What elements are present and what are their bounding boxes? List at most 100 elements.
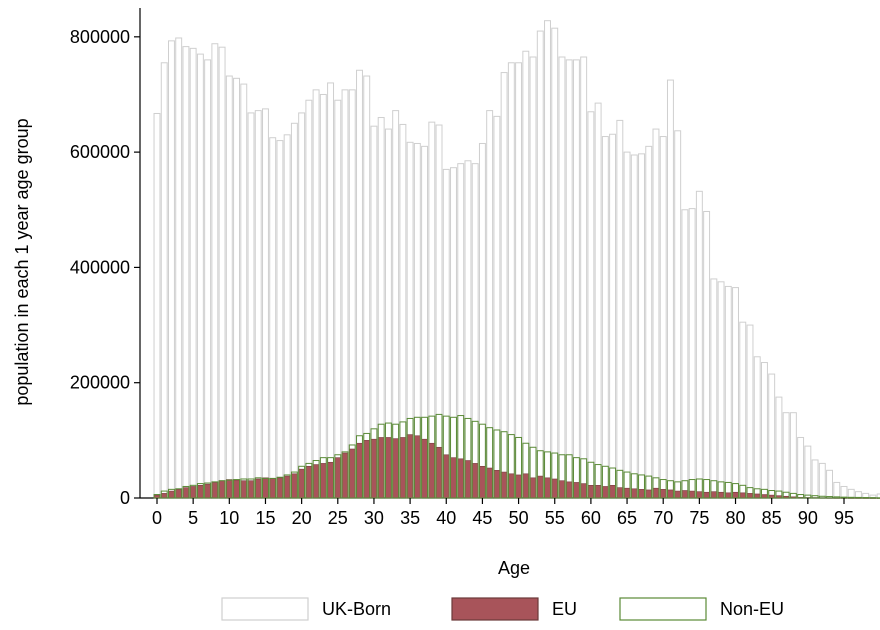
bar-eu-age-28: [356, 442, 363, 499]
bar-uk-born-age-16: [269, 137, 277, 499]
bar-uk-born-age-50: [515, 62, 523, 499]
x-tick-label-17: 85: [762, 508, 782, 528]
bar-uk-born-age-53: [536, 30, 544, 499]
bar-eu-age-50: [515, 474, 522, 499]
y-tick-label-0: 0: [120, 488, 130, 508]
legend-label-uk-born: UK-Born: [322, 599, 391, 619]
bar-non-eu-age-74: [688, 479, 696, 499]
bar-uk-born-age-77: [710, 278, 718, 499]
bar-non-eu-age-4: [182, 485, 190, 499]
bar-eu-age-61: [594, 485, 602, 499]
bar-non-eu-age-21: [305, 462, 313, 499]
bar-non-eu-age-86: [775, 490, 783, 499]
bar-non-eu-age-77: [710, 480, 718, 499]
bar-non-eu-age-69: [652, 477, 660, 499]
bar-eu-age-40: [442, 454, 450, 499]
bar-uk-born-age-60: [587, 111, 595, 499]
bar-eu-age-13: [247, 480, 255, 499]
bar-uk-born-age-89: [797, 436, 805, 499]
bar-non-eu-age-62: [601, 465, 609, 499]
bar-uk-born-age-51: [522, 50, 530, 499]
bar-uk-born-age-83: [753, 356, 761, 499]
bar-non-eu-age-1: [160, 490, 168, 499]
bar-non-eu-age-58: [572, 457, 580, 499]
bar-non-eu-age-14: [254, 477, 262, 499]
bar-non-eu-age-23: [319, 457, 327, 499]
bar-uk-born-age-84: [760, 362, 768, 499]
bar-eu-age-22: [312, 464, 320, 499]
bar-non-eu-age-46: [486, 427, 494, 499]
uk-born-series: [153, 20, 880, 499]
bar-eu-age-39: [435, 446, 443, 499]
bar-eu-age-49: [508, 473, 515, 499]
bar-non-eu-age-83: [753, 488, 761, 499]
bar-uk-born-age-1: [160, 62, 168, 499]
bar-eu-age-51: [522, 473, 530, 499]
bar-eu-age-64: [616, 487, 624, 499]
bar-non-eu-age-22: [312, 460, 320, 499]
bar-non-eu-age-92: [818, 495, 826, 499]
bar-non-eu-age-31: [377, 423, 385, 499]
bar-uk-born-age-26: [341, 89, 349, 499]
non-eu-series: [153, 413, 880, 499]
x-tick-label-5: 25: [328, 508, 348, 528]
bar-non-eu-age-98: [862, 497, 870, 499]
bar-uk-born-age-65: [623, 151, 631, 499]
bar-non-eu-age-94: [833, 496, 841, 499]
bar-uk-born-age-47: [493, 115, 501, 499]
bar-non-eu-age-13: [247, 478, 255, 499]
bar-non-eu-age-12: [240, 478, 248, 499]
bar-eu-age-19: [291, 473, 298, 499]
bar-non-eu-age-64: [616, 469, 624, 499]
bar-eu-age-68: [645, 489, 653, 499]
bar-uk-born-age-58: [572, 59, 580, 499]
x-tick-label-4: 20: [292, 508, 312, 528]
bar-non-eu-age-59: [580, 458, 588, 499]
bar-uk-born-age-74: [688, 208, 696, 499]
y-tick-label-3: 600000: [70, 142, 130, 162]
bar-uk-born-age-92: [818, 462, 826, 499]
x-tick-label-0: 0: [152, 508, 162, 528]
bar-uk-born-age-69: [652, 128, 660, 499]
bar-uk-born-age-22: [312, 89, 320, 499]
legend-label-eu: EU: [552, 599, 577, 619]
bar-eu-age-6: [197, 485, 204, 499]
bar-eu-age-3: [175, 489, 182, 499]
bar-eu-age-66: [631, 488, 638, 499]
bar-eu-age-35: [406, 434, 414, 499]
bar-non-eu-age-24: [327, 457, 335, 499]
x-tick-label-13: 65: [617, 508, 637, 528]
bar-uk-born-age-85: [768, 373, 776, 499]
bar-eu-age-52: [529, 477, 537, 499]
bar-uk-born-age-28: [356, 69, 363, 499]
bar-eu-age-27: [348, 448, 356, 499]
bar-eu-age-24: [327, 461, 334, 499]
bar-eu-age-5: [189, 486, 197, 499]
x-tick-label-15: 75: [689, 508, 709, 528]
bar-eu-age-46: [486, 467, 493, 499]
bar-eu-age-26: [341, 452, 349, 499]
bar-non-eu-age-44: [471, 420, 479, 499]
bar-non-eu-age-73: [681, 480, 689, 499]
bar-uk-born-age-81: [739, 321, 747, 499]
bar-uk-born-age-27: [348, 89, 356, 499]
bar-uk-born-age-5: [189, 47, 197, 499]
bar-non-eu-age-72: [674, 481, 682, 499]
x-tick-label-1: 5: [188, 508, 198, 528]
bar-uk-born-age-7: [204, 59, 212, 499]
x-tick-label-10: 50: [509, 508, 529, 528]
bar-non-eu-age-90: [804, 494, 812, 499]
x-tick-label-9: 45: [472, 508, 492, 528]
bar-uk-born-age-10: [225, 75, 233, 499]
bar-uk-born-age-4: [182, 46, 190, 499]
bar-non-eu-age-9: [218, 480, 226, 499]
bar-eu-age-78: [717, 491, 725, 499]
bar-uk-born-age-43: [464, 160, 472, 499]
bar-non-eu-age-82: [746, 487, 754, 499]
bar-eu-age-16: [269, 478, 276, 499]
bar-non-eu-age-7: [204, 482, 212, 499]
bar-eu-age-84: [761, 494, 768, 499]
bar-eu-age-81: [739, 492, 747, 499]
bar-uk-born-age-39: [435, 124, 443, 499]
